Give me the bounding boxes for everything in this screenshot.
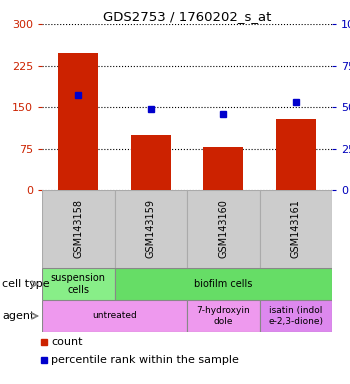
Bar <box>259 190 332 268</box>
Bar <box>114 268 332 300</box>
Text: count: count <box>51 337 83 347</box>
Text: cell type: cell type <box>2 279 50 289</box>
Bar <box>131 135 171 190</box>
Title: GDS2753 / 1760202_s_at: GDS2753 / 1760202_s_at <box>103 10 271 23</box>
Bar <box>276 119 316 190</box>
Bar <box>203 147 243 190</box>
Bar <box>42 300 187 332</box>
Bar <box>259 300 332 332</box>
Text: biofilm cells: biofilm cells <box>194 279 252 289</box>
Text: GSM143161: GSM143161 <box>291 200 301 258</box>
Bar <box>187 190 259 268</box>
Text: agent: agent <box>2 311 34 321</box>
Bar <box>187 300 259 332</box>
Text: GSM143158: GSM143158 <box>73 200 83 258</box>
Text: 7-hydroxyin
dole: 7-hydroxyin dole <box>196 306 250 326</box>
Text: isatin (indol
e-2,3-dione): isatin (indol e-2,3-dione) <box>268 306 323 326</box>
Bar <box>42 268 114 300</box>
Text: GSM143160: GSM143160 <box>218 200 228 258</box>
Text: GSM143159: GSM143159 <box>146 200 156 258</box>
Text: percentile rank within the sample: percentile rank within the sample <box>51 355 239 365</box>
Bar <box>114 190 187 268</box>
Text: suspension
cells: suspension cells <box>51 273 106 295</box>
Text: untreated: untreated <box>92 311 137 321</box>
Bar <box>58 53 98 190</box>
Bar <box>42 190 114 268</box>
